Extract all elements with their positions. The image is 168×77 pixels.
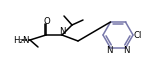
Text: Cl: Cl [134, 30, 142, 40]
Text: N: N [59, 26, 65, 35]
Text: N: N [106, 47, 113, 56]
Text: H₂N: H₂N [13, 35, 30, 45]
Text: N: N [123, 47, 130, 56]
Text: O: O [43, 16, 50, 25]
